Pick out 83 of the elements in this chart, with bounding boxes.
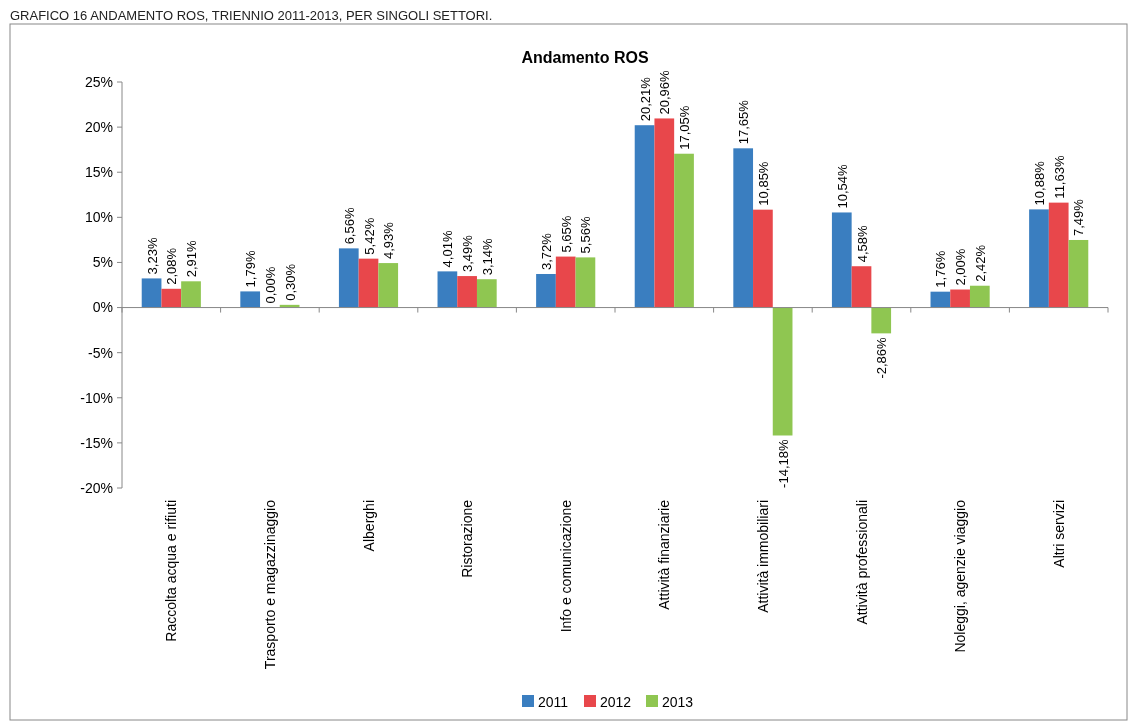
data-label: 0,00% [262,266,278,304]
data-label: 17,65% [736,99,752,145]
x-tick-label: Noleggi, agenzie viaggio [952,499,969,653]
bar [950,289,970,308]
data-label: 20,21% [637,76,653,122]
x-tick-label: Attività professionali [853,500,870,625]
bar [437,271,458,308]
bar [181,281,201,308]
x-tick-label: Raccolta acqua e rifiuti [163,500,180,642]
bar [476,279,497,308]
bar [733,148,754,308]
data-label: 20,96% [657,69,673,115]
x-tick-label: Alberghi [360,500,377,552]
bar [831,212,852,308]
bar [141,278,162,308]
x-tick-label: Attività finanziarie [656,499,673,610]
bar [851,266,872,308]
bar [358,258,379,308]
bar [969,285,990,308]
legend-label: 2011 [538,694,569,710]
y-tick-label: 25% [84,73,113,90]
legend-label: 2012 [600,694,632,710]
data-label: 1,76% [933,250,949,288]
bar [555,256,576,308]
bar [575,257,596,308]
data-label: 11,63% [1051,155,1067,199]
y-tick-label: -20% [80,479,113,496]
bar [378,263,399,308]
bar [1068,239,1089,308]
bar [536,273,556,308]
data-label: 2,42% [972,244,988,282]
data-label: 5,42% [361,217,377,255]
data-label: 2,91% [184,240,200,278]
data-label: 4,01% [440,230,456,268]
data-label: 3,49% [460,234,476,273]
data-label: 0,30% [282,263,298,301]
y-tick-label: 15% [84,164,113,181]
x-tick-label: Attività immobiliari [754,500,771,613]
data-label: 7,49% [1071,198,1087,236]
data-label: 2,08% [164,247,180,285]
y-tick-label: -10% [80,389,113,406]
data-label: 10,85% [755,161,771,206]
bar [338,248,359,308]
data-label: 10,88% [1031,160,1047,206]
x-tick-label: Ristorazione [459,499,476,578]
y-tick-label: 20% [84,119,113,136]
bar [1029,209,1049,308]
bar [240,291,261,308]
bar [161,288,182,308]
bar [753,209,773,308]
bar [457,276,477,308]
x-tick-label: Info e comunicazione [557,499,574,633]
data-label: 1,79% [243,250,259,288]
data-label: 10,54% [834,163,850,209]
y-tick-label: 10% [84,209,113,226]
bar [772,307,793,436]
bar [871,307,892,334]
data-label: 4,93% [381,221,397,260]
data-label: 3,23% [144,237,160,275]
bar [654,118,675,308]
data-label: 17,05% [677,105,693,150]
data-label: 3,72% [538,232,554,270]
bar [930,291,951,308]
bar [1048,202,1069,308]
data-label: -14,18% [775,439,791,488]
legend-label: 2013 [662,694,694,710]
y-tick-label: -15% [80,434,113,451]
data-label: 5,65% [558,215,574,253]
data-label: -2,86% [874,336,890,379]
x-tick-label: Trasporto e magazzinaggio [261,499,278,670]
text: GRAFICO 16 ANDAMENTO ROS, TRIENNIO 2011-2013, PER SINGOLI SETTORI. [10,8,493,23]
data-label: 6,56% [341,207,357,245]
y-tick-label: 5% [92,254,113,271]
bar [674,153,694,308]
data-label: 5,56% [578,216,594,254]
y-tick-label: -5% [88,344,113,361]
chart-title: Andamento ROS [521,49,649,66]
data-label: 2,00% [953,248,969,286]
data-label: 3,14% [479,237,495,276]
x-tick-label: Altri servizi [1050,500,1067,568]
bar [634,125,655,308]
data-label: 4,58% [854,224,870,263]
y-tick-label: 0% [92,299,113,316]
